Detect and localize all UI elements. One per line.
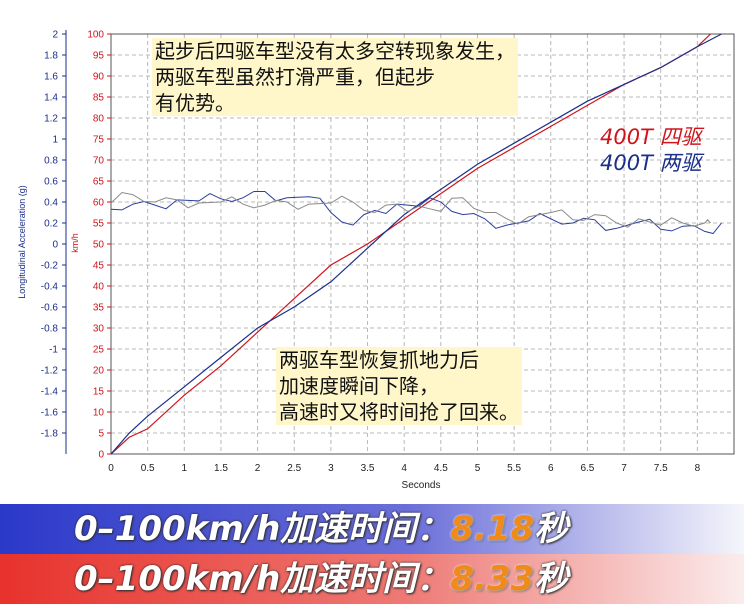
- series-line-acceleration: [110, 191, 722, 235]
- x-tick-label: 6: [548, 463, 554, 474]
- y-left-tick-label: -0.2: [41, 261, 59, 272]
- x-tick-label: 5: [475, 463, 481, 474]
- y-left-tick-label: -1.6: [41, 408, 59, 419]
- y-left-tick-label: 0.2: [44, 219, 58, 230]
- banner-label: 0–100km/h加速时间：: [74, 559, 451, 599]
- banner-4wd-time: 0–100km/h加速时间：8.18秒: [0, 504, 744, 554]
- x-tick-label: 7.5: [654, 463, 668, 474]
- x-tick-label: 3.5: [361, 463, 375, 474]
- y-left-tick-label: -1.2: [41, 366, 59, 377]
- y-left-tick-label: 0.8: [44, 156, 58, 167]
- x-tick-label: 2.5: [287, 463, 301, 474]
- x-axis-title: Seconds: [402, 480, 441, 491]
- y-left-tick-label: -1.4: [41, 387, 59, 398]
- banner-time-value: 8.33: [450, 559, 535, 599]
- series-line-acceleration: [110, 191, 711, 228]
- banner-2wd-time: 0–100km/h加速时间：8.33秒: [0, 554, 744, 604]
- chart-series: [110, 33, 722, 455]
- y-right-tick-label: 30: [93, 324, 105, 335]
- x-tick-label: 1.5: [214, 463, 228, 474]
- x-tick-label: 5.5: [507, 463, 521, 474]
- y-right-tick-label: 25: [93, 345, 105, 356]
- y-right-tick-label: 40: [93, 282, 105, 293]
- y-left-tick-label: 0.6: [44, 177, 58, 188]
- banner-label: 0–100km/h加速时间：: [74, 509, 451, 549]
- y-axis-left-title: Longitudinal Acceleration (g): [17, 185, 27, 299]
- x-tick-label: 7: [621, 463, 627, 474]
- y-right-tick-label: 60: [93, 198, 105, 209]
- y-right-tick-label: 75: [93, 135, 105, 146]
- y-right-tick-label: 95: [93, 51, 105, 62]
- y-right-tick-label: 85: [93, 93, 105, 104]
- banner-unit: 秒: [534, 509, 569, 549]
- y-right-tick-label: 15: [93, 387, 105, 398]
- y-right-tick-label: 100: [87, 30, 104, 41]
- y-left-tick-label: 0: [52, 240, 58, 251]
- y-right-tick-label: 70: [93, 156, 105, 167]
- y-right-tick-label: 10: [93, 408, 105, 419]
- y-right-tick-label: 80: [93, 114, 105, 125]
- x-tick-label: 6.5: [580, 463, 594, 474]
- y-left-tick-label: 1.8: [44, 51, 58, 62]
- x-tick-label: 0.5: [141, 463, 155, 474]
- x-tick-label: 4.5: [434, 463, 448, 474]
- y-right-tick-label: 5: [98, 429, 104, 440]
- x-tick-label: 0: [108, 463, 114, 474]
- y-right-tick-label: 35: [93, 303, 105, 314]
- legend-entry-4wd: 400T 四驱: [600, 125, 702, 149]
- y-right-tick-label: 55: [93, 219, 105, 230]
- y-right-tick-label: 65: [93, 177, 105, 188]
- x-tick-label: 3: [328, 463, 334, 474]
- x-tick-label: 4: [401, 463, 407, 474]
- annotation-middle: 两驱车型恢复抓地力后 加速度瞬间下降， 高速时又将时间抢了回来。: [276, 347, 522, 425]
- y-axis-right-title: km/h: [70, 233, 80, 253]
- banner-unit: 秒: [534, 559, 569, 599]
- y-left-tick-label: -0.6: [41, 303, 59, 314]
- y-left-tick-label: -0.4: [41, 282, 59, 293]
- y-left-tick-label: -0.8: [41, 324, 59, 335]
- y-left-tick-label: 1.4: [44, 93, 58, 104]
- y-right-tick-label: 50: [93, 240, 105, 251]
- y-right-tick-label: 0: [98, 450, 104, 461]
- y-left-tick-label: -1.8: [41, 429, 59, 440]
- chart-axes: [62, 30, 735, 455]
- y-left-tick-label: 1.2: [44, 114, 58, 125]
- x-tick-label: 2: [255, 463, 261, 474]
- y-right-tick-label: 20: [93, 366, 105, 377]
- x-tick-label: 8: [695, 463, 701, 474]
- x-tick-label: 1: [182, 463, 188, 474]
- series-line-2wd: [110, 33, 722, 455]
- y-left-tick-label: 0.4: [44, 198, 58, 209]
- y-left-tick-label: 1: [52, 135, 58, 146]
- annotation-top: 起步后四驱车型没有太多空转现象发生， 两驱车型虽然打滑严重，但起步 有优势。: [152, 38, 518, 116]
- y-left-tick-label: 1.6: [44, 72, 58, 83]
- y-left-tick-label: 2: [52, 30, 58, 41]
- y-right-tick-label: 90: [93, 72, 105, 83]
- banner-time-value: 8.18: [450, 509, 535, 549]
- chart-tick-labels: 1009590858075706560555045403530252015105…: [41, 30, 701, 475]
- y-right-tick-label: 45: [93, 261, 105, 272]
- y-left-tick-label: -1: [49, 345, 58, 356]
- legend-entry-2wd: 400T 两驱: [600, 151, 702, 175]
